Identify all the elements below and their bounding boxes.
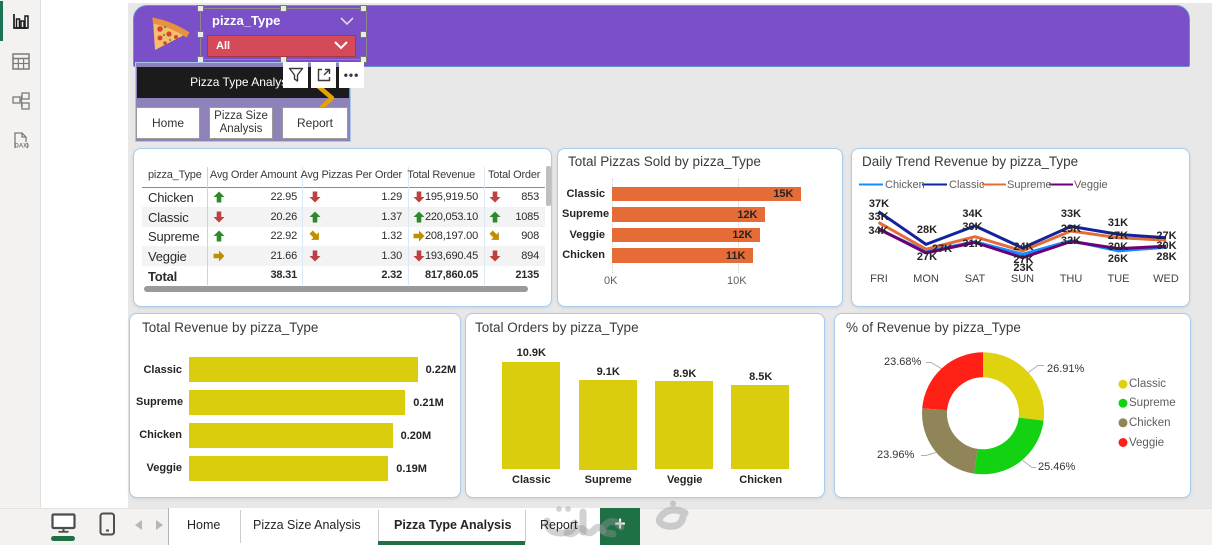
svg-text:DAX: DAX [15,144,28,150]
